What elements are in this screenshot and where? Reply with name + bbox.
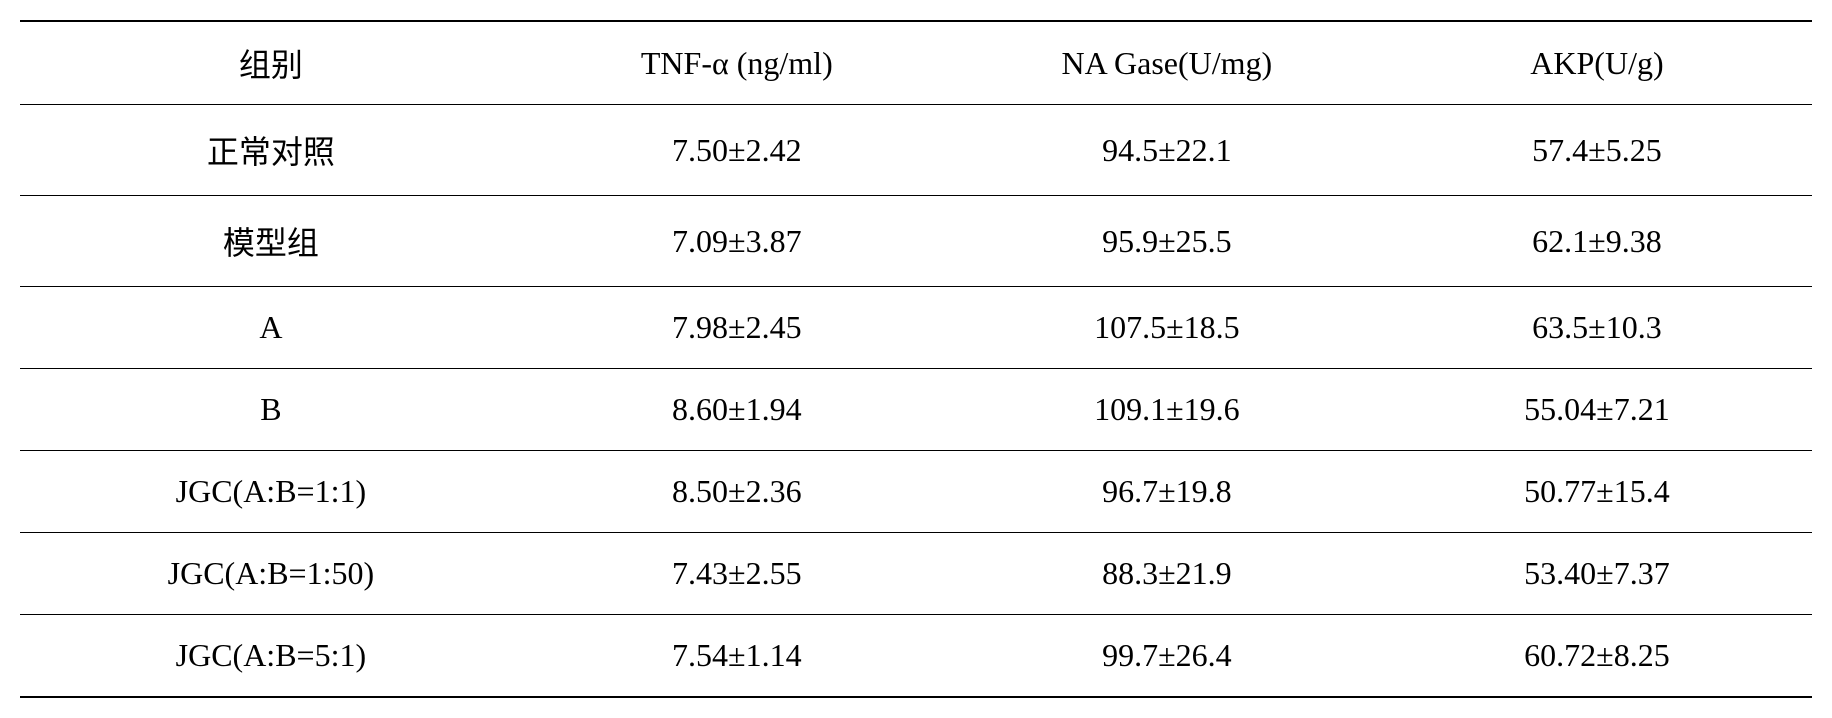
cell-nagase: 95.9±25.5 <box>952 196 1382 287</box>
table-header-row: 组别 TNF-α (ng/ml) NA Gase(U/mg) AKP(U/g) <box>20 21 1812 105</box>
cell-akp: 57.4±5.25 <box>1382 105 1812 196</box>
table-row: JGC(A:B=1:1) 8.50±2.36 96.7±19.8 50.77±1… <box>20 451 1812 533</box>
cell-group: JGC(A:B=5:1) <box>20 615 522 698</box>
table-row: 正常对照 7.50±2.42 94.5±22.1 57.4±5.25 <box>20 105 1812 196</box>
table-row: A 7.98±2.45 107.5±18.5 63.5±10.3 <box>20 287 1812 369</box>
cell-tnf: 7.50±2.42 <box>522 105 952 196</box>
cell-tnf: 8.50±2.36 <box>522 451 952 533</box>
cell-akp: 55.04±7.21 <box>1382 369 1812 451</box>
cell-akp: 62.1±9.38 <box>1382 196 1812 287</box>
cell-akp: 50.77±15.4 <box>1382 451 1812 533</box>
table-row: JGC(A:B=5:1) 7.54±1.14 99.7±26.4 60.72±8… <box>20 615 1812 698</box>
cell-nagase: 94.5±22.1 <box>952 105 1382 196</box>
cell-nagase: 88.3±21.9 <box>952 533 1382 615</box>
column-header-tnf: TNF-α (ng/ml) <box>522 21 952 105</box>
data-table: 组别 TNF-α (ng/ml) NA Gase(U/mg) AKP(U/g) … <box>20 20 1812 698</box>
cell-group: 模型组 <box>20 196 522 287</box>
cell-tnf: 7.98±2.45 <box>522 287 952 369</box>
cell-tnf: 7.43±2.55 <box>522 533 952 615</box>
cell-tnf: 7.54±1.14 <box>522 615 952 698</box>
cell-nagase: 96.7±19.8 <box>952 451 1382 533</box>
table-row: 模型组 7.09±3.87 95.9±25.5 62.1±9.38 <box>20 196 1812 287</box>
cell-nagase: 99.7±26.4 <box>952 615 1382 698</box>
cell-group: 正常对照 <box>20 105 522 196</box>
cell-tnf: 7.09±3.87 <box>522 196 952 287</box>
cell-akp: 63.5±10.3 <box>1382 287 1812 369</box>
cell-group: B <box>20 369 522 451</box>
cell-group: A <box>20 287 522 369</box>
data-table-container: 组别 TNF-α (ng/ml) NA Gase(U/mg) AKP(U/g) … <box>20 20 1812 698</box>
table-row: B 8.60±1.94 109.1±19.6 55.04±7.21 <box>20 369 1812 451</box>
column-header-akp: AKP(U/g) <box>1382 21 1812 105</box>
cell-nagase: 109.1±19.6 <box>952 369 1382 451</box>
table-row: JGC(A:B=1:50) 7.43±2.55 88.3±21.9 53.40±… <box>20 533 1812 615</box>
cell-group: JGC(A:B=1:50) <box>20 533 522 615</box>
cell-akp: 60.72±8.25 <box>1382 615 1812 698</box>
cell-nagase: 107.5±18.5 <box>952 287 1382 369</box>
cell-akp: 53.40±7.37 <box>1382 533 1812 615</box>
cell-tnf: 8.60±1.94 <box>522 369 952 451</box>
cell-group: JGC(A:B=1:1) <box>20 451 522 533</box>
column-header-group: 组别 <box>20 21 522 105</box>
column-header-nagase: NA Gase(U/mg) <box>952 21 1382 105</box>
